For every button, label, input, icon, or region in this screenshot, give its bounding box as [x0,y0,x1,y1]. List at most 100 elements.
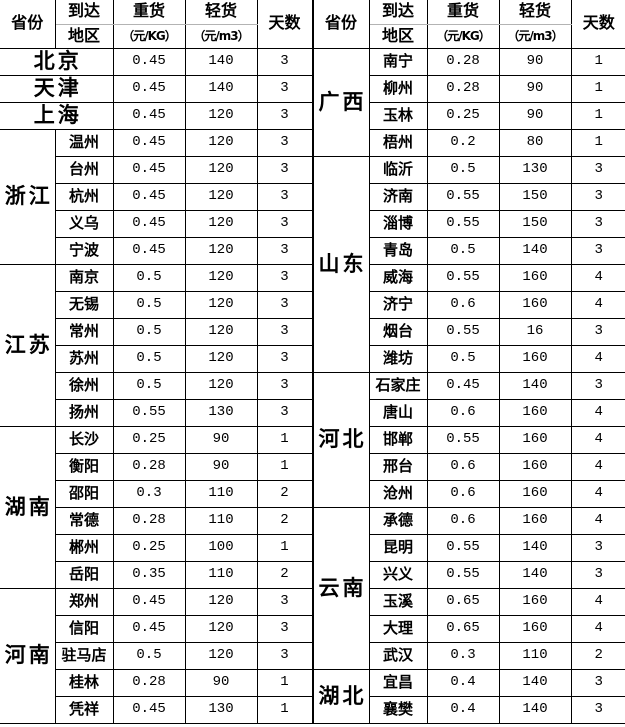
table-row: 信阳 0.45 120 3 [0,614,313,643]
days-cell: 3 [256,236,313,265]
light-rate-cell: 120 [184,344,258,373]
heavy-rate-cell: 0.25 [426,101,500,130]
table-row: 邵阳 0.3 110 2 [0,479,313,508]
table-row: 郴州 0.25 100 1 [0,533,313,562]
city-cell: 邵阳 [54,479,114,508]
light-rate-cell: 120 [184,155,258,184]
header-light-line1: 轻货 [498,0,572,25]
province-city-merged-cell: 上海 [0,101,114,130]
table-row: 无锡 0.5 120 3 [0,290,313,319]
left-tbody: 省份 到达 重货 轻货 天数 地区 （元/KG） （元/m3） 北京 0.45 140 3 天津 0.45… [0,0,313,724]
days-cell: 4 [570,398,625,427]
light-rate-cell: 160 [498,290,572,319]
city-cell: 苏州 [54,344,114,373]
city-cell: 宜昌 [368,668,428,697]
heavy-rate-cell: 0.28 [426,47,500,76]
light-rate-cell: 140 [498,560,572,589]
heavy-rate-cell: 0.6 [426,506,500,535]
table-row: 上海 0.45 120 3 [0,101,313,130]
city-cell: 威海 [368,263,428,292]
province-city-merged-cell: 北京 [0,47,114,76]
province-cell: 河北 [312,371,370,508]
city-cell: 邯郸 [368,425,428,454]
days-cell: 3 [256,155,313,184]
header-light-line2: （元/m3） [498,23,572,49]
city-cell: 无锡 [54,290,114,319]
light-rate-cell: 120 [184,641,258,670]
header-days: 天数 [570,0,625,49]
table-row: 云南 承德 0.6 160 4 [312,506,625,670]
heavy-rate-cell: 0.25 [112,425,186,454]
light-rate-cell: 90 [184,425,258,454]
header-days: 天数 [256,0,313,49]
city-cell: 玉林 [368,101,428,130]
light-rate-cell: 160 [498,425,572,454]
city-cell: 郑州 [54,587,114,616]
heavy-rate-cell: 0.28 [112,452,186,481]
city-cell: 石家庄 [368,371,428,400]
light-rate-cell: 110 [184,506,258,535]
city-cell: 义乌 [54,209,114,238]
table-row: 桂林 0.28 90 1 [0,668,313,697]
province-cell: 湖北 [312,668,370,724]
city-cell: 玉溪 [368,587,428,616]
table-row: 梧州 0.2 80 1 [313,128,625,157]
heavy-rate-cell: 0.5 [426,155,500,184]
days-cell: 3 [570,695,625,724]
table-row: 玉溪 0.65 160 4 [313,587,625,616]
light-rate-cell: 140 [184,74,258,103]
light-rate-cell: 110 [498,641,572,670]
province-cell: 广西 [312,47,370,157]
light-rate-cell: 120 [184,371,258,400]
heavy-rate-cell: 0.6 [426,452,500,481]
header-area-line1: 到达 [368,0,428,25]
city-cell: 梧州 [368,128,428,157]
table-row: 常德 0.28 110 2 [0,506,313,535]
heavy-rate-cell: 0.5 [112,641,186,670]
table-row: 河南 郑州 0.45 120 3 [0,587,313,724]
province-cell: 云南 [312,506,370,670]
heavy-rate-cell: 0.5 [112,317,186,346]
heavy-rate-cell: 0.4 [426,668,500,697]
city-cell: 大理 [368,614,428,643]
table-row: 天津 0.45 140 3 [0,74,313,103]
freight-rate-table-left: 省份 到达 重货 轻货 天数 地区 （元/KG） （元/m3） 北京 0.45 140 3 天津 0.45… [0,0,313,724]
light-rate-cell: 160 [498,452,572,481]
header-province: 省份 [312,0,370,49]
days-cell: 3 [570,317,625,346]
light-rate-cell: 110 [184,560,258,589]
header-row-2: 地区 （元/KG） （元/m3） [313,23,625,49]
days-cell: 1 [570,101,625,130]
heavy-rate-cell: 0.45 [112,155,186,184]
city-cell: 温州 [54,128,114,157]
light-rate-cell: 110 [184,479,258,508]
days-cell: 3 [570,155,625,184]
header-row-2: 地区 （元/KG） （元/m3） [0,23,312,49]
heavy-rate-cell: 0.5 [112,263,186,292]
days-cell: 4 [570,452,625,481]
table-row: 驻马店 0.5 120 3 [0,641,313,670]
table-row: 邢台 0.6 160 4 [313,452,625,481]
days-cell: 4 [570,425,625,454]
light-rate-cell: 120 [184,236,258,265]
table-row: 杭州 0.45 120 3 [0,182,313,211]
light-rate-cell: 140 [184,47,258,76]
header-row-1: 省份 到达 重货 轻货 天数 [312,0,625,49]
heavy-rate-cell: 0.45 [112,236,186,265]
table-row: 济南 0.55 150 3 [313,182,625,211]
table-row: 邯郸 0.55 160 4 [313,425,625,454]
heavy-rate-cell: 0.6 [426,398,500,427]
heavy-rate-cell: 0.28 [112,668,186,697]
city-cell: 邢台 [368,452,428,481]
city-cell: 驻马店 [54,641,114,670]
heavy-rate-cell: 0.55 [426,425,500,454]
heavy-rate-cell: 0.5 [112,344,186,373]
table-row: 青岛 0.5 140 3 [313,236,625,265]
light-rate-cell: 120 [184,128,258,157]
freight-rate-table-right: 省份 到达 重货 轻货 天数 地区 （元/KG） （元/m3） 广西 南宁 0.28 90 1 柳州 0.2… [312,0,625,724]
days-cell: 3 [256,182,313,211]
days-cell: 3 [256,209,313,238]
heavy-rate-cell: 0.55 [426,533,500,562]
city-cell: 沧州 [368,479,428,508]
light-rate-cell: 160 [498,614,572,643]
